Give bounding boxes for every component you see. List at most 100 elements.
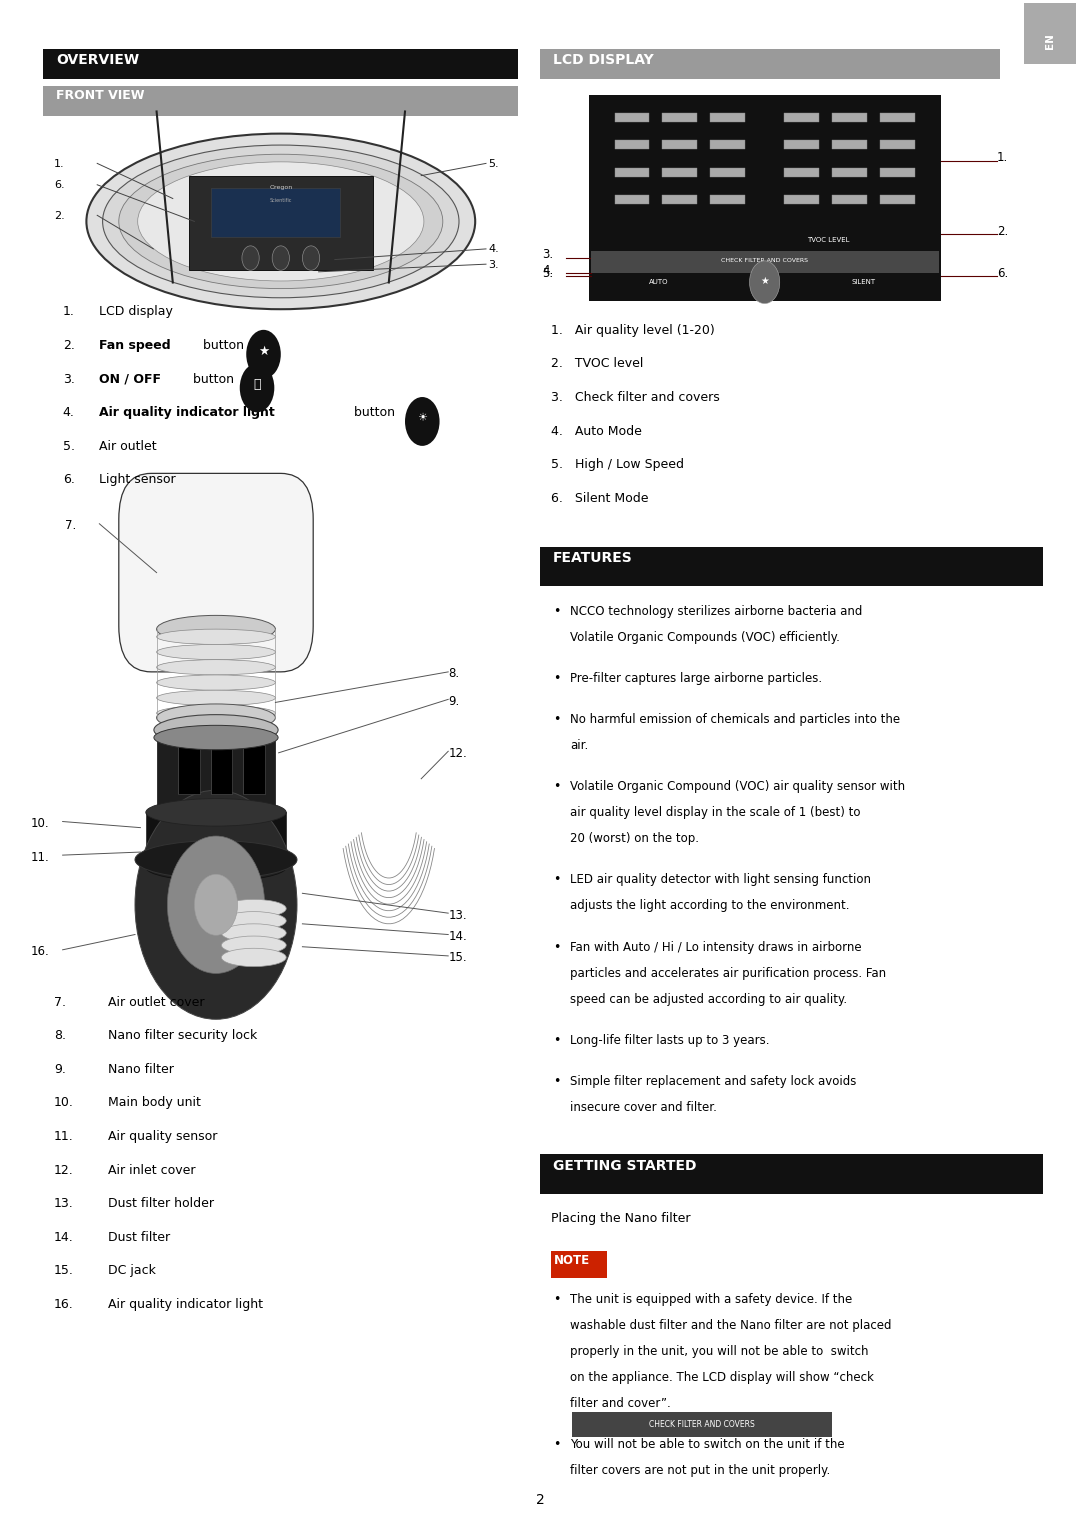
- Ellipse shape: [146, 799, 286, 826]
- Bar: [711, 113, 745, 122]
- Ellipse shape: [157, 660, 275, 675]
- Text: 4.   Auto Mode: 4. Auto Mode: [551, 425, 642, 438]
- Text: properly in the unit, you will not be able to  switch: properly in the unit, you will not be ab…: [570, 1345, 868, 1359]
- Bar: [189, 176, 373, 270]
- Text: 1.: 1.: [997, 151, 1008, 165]
- Ellipse shape: [146, 854, 286, 881]
- Text: SILENT: SILENT: [851, 279, 875, 286]
- Text: 2: 2: [536, 1493, 544, 1507]
- Text: Volatile Organic Compound (VOC) air quality sensor with: Volatile Organic Compound (VOC) air qual…: [570, 780, 905, 794]
- Text: Long-life filter lasts up to 3 years.: Long-life filter lasts up to 3 years.: [570, 1034, 770, 1048]
- Text: CHECK FILTER AND COVERS: CHECK FILTER AND COVERS: [721, 258, 808, 263]
- Text: filter and cover”.: filter and cover”.: [570, 1397, 671, 1411]
- Text: You will not be able to switch on the unit if the: You will not be able to switch on the un…: [570, 1438, 845, 1452]
- Text: The unit is equipped with a safety device. If the: The unit is equipped with a safety devic…: [570, 1293, 852, 1307]
- Text: Light sensor: Light sensor: [99, 473, 176, 487]
- Ellipse shape: [221, 936, 286, 954]
- Bar: [157, 738, 275, 809]
- Text: 5.   High / Low Speed: 5. High / Low Speed: [551, 458, 684, 472]
- Text: FRONT VIEW: FRONT VIEW: [56, 89, 145, 102]
- Text: air quality level display in the scale of 1 (best) to: air quality level display in the scale o…: [570, 806, 861, 820]
- Circle shape: [242, 246, 259, 270]
- Text: 12.: 12.: [448, 747, 467, 760]
- Ellipse shape: [221, 899, 286, 918]
- Bar: [711, 168, 745, 177]
- Bar: [615, 195, 649, 205]
- Ellipse shape: [86, 133, 475, 308]
- Ellipse shape: [221, 924, 286, 942]
- Text: Placing the Nano filter: Placing the Nano filter: [551, 1212, 690, 1226]
- Text: 6.: 6.: [63, 473, 75, 487]
- Bar: [880, 140, 915, 150]
- Bar: [615, 140, 649, 150]
- Bar: [711, 195, 745, 205]
- Bar: [43, 49, 518, 79]
- Text: •: •: [553, 672, 561, 686]
- Bar: [880, 195, 915, 205]
- Text: •: •: [553, 713, 561, 727]
- Bar: [832, 195, 867, 205]
- Bar: [784, 168, 819, 177]
- Circle shape: [135, 791, 297, 1020]
- Circle shape: [750, 261, 780, 304]
- Bar: [832, 168, 867, 177]
- Ellipse shape: [157, 644, 275, 660]
- Bar: [615, 113, 649, 122]
- Text: 2.   TVOC level: 2. TVOC level: [551, 357, 644, 371]
- Text: LED air quality detector with light sensing function: LED air quality detector with light sens…: [570, 873, 872, 887]
- Bar: [832, 113, 867, 122]
- Text: washable dust filter and the Nano filter are not placed: washable dust filter and the Nano filter…: [570, 1319, 892, 1333]
- Text: 6.   Silent Mode: 6. Silent Mode: [551, 492, 648, 505]
- Text: •: •: [553, 1293, 561, 1307]
- Text: 2.: 2.: [63, 339, 75, 353]
- Bar: [832, 140, 867, 150]
- Text: Air outlet cover: Air outlet cover: [108, 996, 204, 1009]
- Text: filter covers are not put in the unit properly.: filter covers are not put in the unit pr…: [570, 1464, 831, 1478]
- Text: particles and accelerates air purification process. Fan: particles and accelerates air purificati…: [570, 967, 887, 980]
- Text: 11.: 11.: [54, 1130, 73, 1144]
- Circle shape: [194, 873, 238, 935]
- Circle shape: [302, 246, 320, 270]
- Bar: [880, 168, 915, 177]
- Bar: [540, 49, 1000, 79]
- Text: air.: air.: [570, 739, 589, 753]
- Bar: [880, 113, 915, 122]
- Bar: [784, 195, 819, 205]
- Text: Air quality indicator light: Air quality indicator light: [99, 406, 275, 420]
- Circle shape: [240, 363, 274, 412]
- Text: adjusts the light according to the environment.: adjusts the light according to the envir…: [570, 899, 850, 913]
- Text: 9.: 9.: [54, 1063, 66, 1077]
- Text: Main body unit: Main body unit: [108, 1096, 201, 1110]
- Bar: [540, 547, 1043, 586]
- Text: •: •: [553, 605, 561, 618]
- Text: DC jack: DC jack: [108, 1264, 156, 1278]
- Text: 16.: 16.: [54, 1298, 73, 1312]
- Text: button: button: [199, 339, 244, 353]
- Text: •: •: [553, 780, 561, 794]
- Ellipse shape: [103, 145, 459, 298]
- Text: NOTE: NOTE: [554, 1254, 590, 1267]
- Text: 2.: 2.: [54, 211, 65, 221]
- Text: 1.   Air quality level (1-20): 1. Air quality level (1-20): [551, 324, 715, 337]
- Bar: [572, 1412, 832, 1437]
- Text: 20 (worst) on the top.: 20 (worst) on the top.: [570, 832, 699, 846]
- Ellipse shape: [157, 705, 275, 721]
- Text: •: •: [553, 1034, 561, 1048]
- Ellipse shape: [138, 162, 424, 281]
- Text: 6.: 6.: [54, 180, 65, 191]
- Text: insecure cover and filter.: insecure cover and filter.: [570, 1101, 717, 1115]
- Text: Air quality indicator light: Air quality indicator light: [108, 1298, 264, 1312]
- Ellipse shape: [157, 690, 275, 705]
- Text: Pre-filter captures large airborne particles.: Pre-filter captures large airborne parti…: [570, 672, 822, 686]
- Text: Volatile Organic Compounds (VOC) efficiently.: Volatile Organic Compounds (VOC) efficie…: [570, 631, 840, 644]
- Text: ★: ★: [760, 276, 769, 286]
- Ellipse shape: [157, 721, 275, 736]
- Text: Nano filter: Nano filter: [108, 1063, 174, 1077]
- Text: 14.: 14.: [448, 930, 467, 944]
- Text: 10.: 10.: [30, 817, 49, 831]
- Text: Nano filter security lock: Nano filter security lock: [108, 1029, 257, 1043]
- Bar: [146, 812, 286, 867]
- Bar: [711, 140, 745, 150]
- Text: 5.: 5.: [488, 159, 499, 169]
- Text: ON / OFF: ON / OFF: [99, 373, 161, 386]
